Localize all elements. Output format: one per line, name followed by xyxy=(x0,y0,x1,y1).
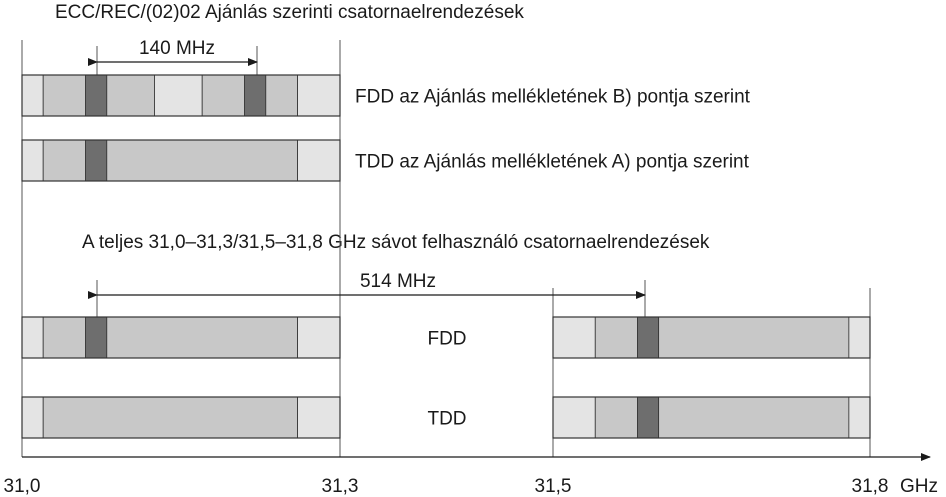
axis-tick-label-31-5: 31,5 xyxy=(535,476,572,497)
channel-segment-light xyxy=(848,316,871,359)
channel-segment-dark xyxy=(85,139,108,182)
channel-segment-mid xyxy=(201,74,245,117)
band-outline xyxy=(552,396,871,439)
diagram-subtitle: A teljes 31,0–31,3/31,5–31,8 GHz sávot f… xyxy=(82,232,710,253)
channel-segment-light xyxy=(21,316,44,359)
channel-segment-light xyxy=(297,139,341,182)
channel-segment-mid xyxy=(594,316,638,359)
row-label: FDD xyxy=(427,329,466,350)
channel-segment-light xyxy=(21,396,44,439)
channel-segment-mid xyxy=(265,74,298,117)
band-outline xyxy=(21,396,341,439)
dimension-514mhz: 514 MHz xyxy=(88,271,646,299)
channel-segment-mid xyxy=(42,396,298,439)
channel-segment-light xyxy=(297,396,341,439)
row-label: TDD xyxy=(427,409,466,430)
band-outline xyxy=(552,316,871,359)
channel-segment-dark xyxy=(85,316,108,359)
channel-row-4: TDD xyxy=(21,396,871,439)
channel-segment-light xyxy=(154,74,203,117)
dimension-514mhz-label: 514 MHz xyxy=(360,271,436,292)
channel-segment-light xyxy=(552,316,596,359)
dimension-140mhz: 140 MHz xyxy=(88,38,258,66)
channel-segment-light xyxy=(21,139,44,182)
channel-row-2: TDD az Ajánlás mellékletének A) pontja s… xyxy=(21,139,750,182)
channel-segment-mid xyxy=(42,139,87,182)
channel-segment-light xyxy=(848,396,871,439)
axis-tick-label-31-3: 31,3 xyxy=(322,476,359,497)
channel-rows: FDD az Ajánlás mellékletének B) pontja s… xyxy=(21,74,871,439)
channel-segment-light xyxy=(552,396,596,439)
channel-segment-dark xyxy=(85,74,108,117)
channel-segment-dark xyxy=(637,316,660,359)
band-outline xyxy=(21,316,341,359)
channel-row-1: FDD az Ajánlás mellékletének B) pontja s… xyxy=(21,74,751,117)
axis-unit-label: GHz xyxy=(900,476,938,497)
channel-segment-mid xyxy=(658,396,850,439)
channel-segment-light xyxy=(297,74,341,117)
diagram-title: ECC/REC/(02)02 Ajánlás szerinti csatorna… xyxy=(55,2,524,23)
channel-segment-mid xyxy=(42,74,87,117)
channel-row-3: FDD xyxy=(21,316,871,359)
axis-tick-label-31-8: 31,8 xyxy=(852,476,889,497)
channel-segment-mid xyxy=(658,316,850,359)
channel-segment-dark xyxy=(637,396,660,439)
band-outline xyxy=(21,74,341,117)
channel-segment-mid xyxy=(106,74,155,117)
channel-segment-dark xyxy=(244,74,267,117)
dimension-140mhz-label: 140 MHz xyxy=(139,38,215,59)
axis-tick-label-31-0: 31,0 xyxy=(4,476,41,497)
channel-segment-mid xyxy=(594,396,638,439)
row-label: TDD az Ajánlás mellékletének A) pontja s… xyxy=(355,152,750,173)
frequency-axis: 31,0 31,3 31,5 31,8 GHz xyxy=(4,453,938,497)
channel-segment-mid xyxy=(106,316,299,359)
channel-segment-light xyxy=(297,316,341,359)
channel-segment-mid xyxy=(106,139,299,182)
row-label: FDD az Ajánlás mellékletének B) pontja s… xyxy=(355,87,751,108)
band-outline xyxy=(21,139,341,182)
channel-segment-mid xyxy=(42,316,87,359)
channel-segment-light xyxy=(21,74,44,117)
